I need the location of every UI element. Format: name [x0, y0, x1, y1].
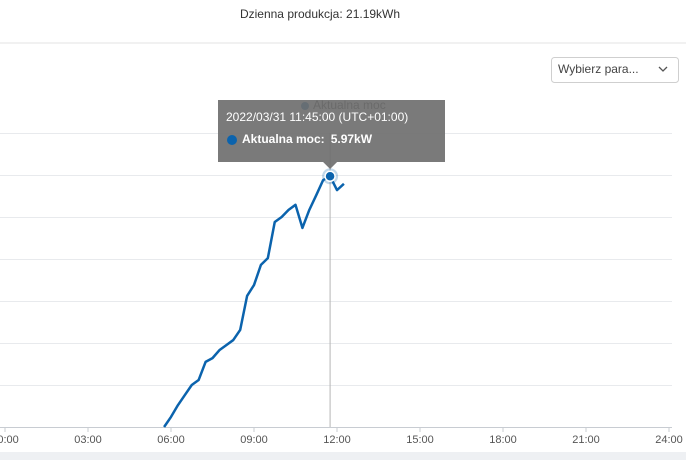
x-tick-label: 15:00	[406, 434, 434, 446]
x-tick-label: 03:00	[74, 434, 102, 446]
footer-band	[0, 452, 686, 460]
tooltip: 2022/03/31 11:45:00 (UTC+01:00) Aktualna …	[218, 100, 445, 169]
chart-title: Dzienna produkcja: 21.19kWh	[240, 7, 400, 21]
highlight-point	[324, 170, 336, 183]
tooltip-series: Aktualna moc:	[242, 132, 325, 146]
tooltip-value: 5.97kW	[331, 132, 373, 146]
x-tick-label: 06:00	[157, 434, 185, 446]
tooltip-box	[218, 100, 445, 169]
x-tick-label: 21:00	[572, 434, 600, 446]
x-tick-label: 18:00	[489, 434, 517, 446]
line	[163, 175, 345, 428]
tooltip-title: 2022/03/31 11:45:00 (UTC+01:00)	[226, 110, 408, 124]
x-tick-label: 00:00	[0, 434, 19, 446]
x-tick-label: 12:00	[323, 434, 351, 446]
dropdown-label: Wybierz para...	[558, 62, 639, 76]
x-tick-label: 24:00	[655, 434, 683, 446]
x-tick-label: 09:00	[240, 434, 268, 446]
dropdown-arrow	[658, 66, 668, 72]
dropdown[interactable]	[551, 57, 679, 83]
tooltip-marker	[227, 135, 237, 145]
